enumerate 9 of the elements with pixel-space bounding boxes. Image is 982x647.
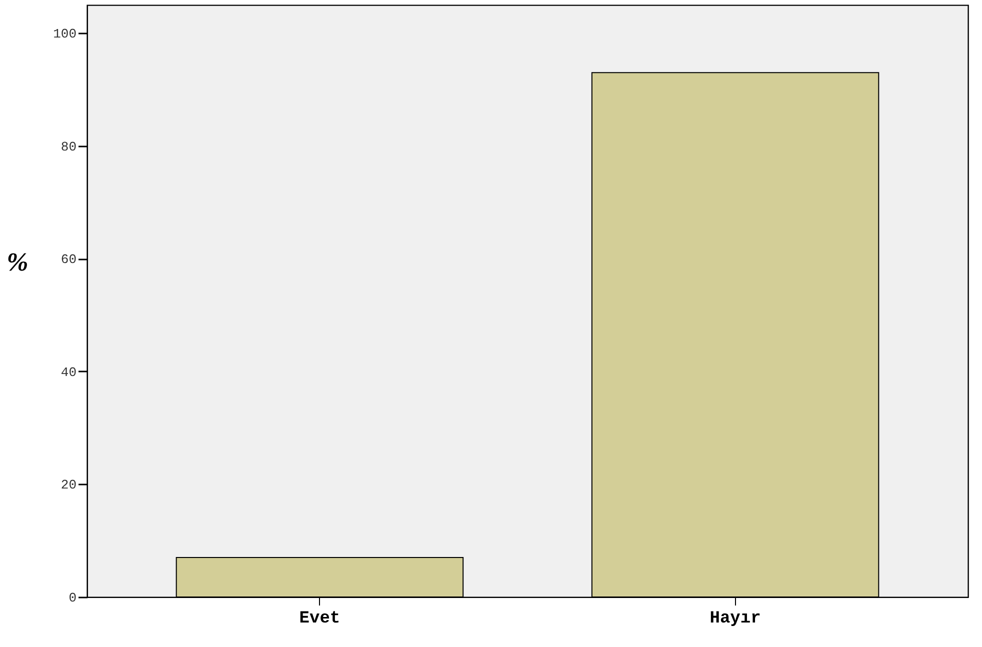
y-tick-label: 0 [68, 590, 76, 606]
y-axis-title: % [6, 248, 28, 276]
y-tick-label: 80 [60, 139, 76, 154]
y-tick-label: 20 [60, 478, 76, 493]
y-tick-label: 100 [53, 26, 76, 42]
x-tick-label: Hayır [710, 610, 761, 628]
x-tick-label: Evet [299, 610, 340, 628]
y-tick-label: 60 [60, 252, 76, 268]
y-tick-label: 40 [60, 364, 76, 380]
